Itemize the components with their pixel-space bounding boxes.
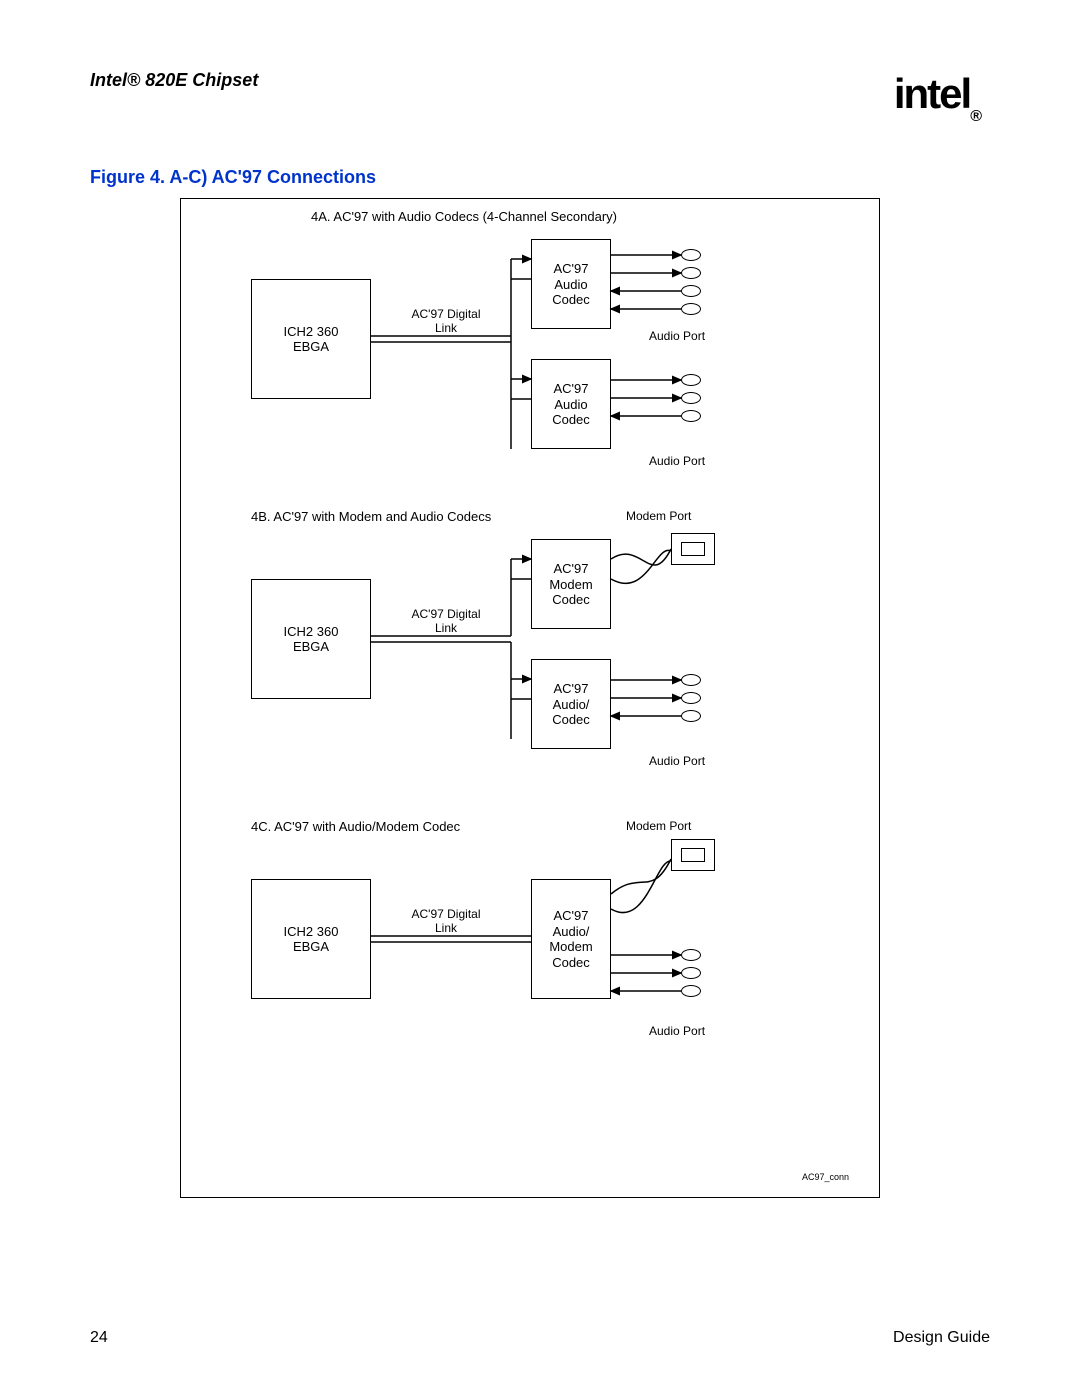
audio-port-label-a1: Audio Port (649, 329, 705, 343)
ich-block-b: ICH2 360 EBGA (251, 579, 371, 699)
audio-port-label-c: Audio Port (649, 1024, 705, 1038)
doc-title: Intel® 820E Chipset (90, 70, 258, 91)
modem-port-icon (671, 533, 715, 565)
section-c-title: 4C. AC'97 with Audio/Modem Codec (251, 819, 460, 834)
audio-port-jack (681, 267, 701, 279)
figure-title: Figure 4. A-C) AC'97 Connections (90, 167, 990, 188)
audio-port-jack (681, 374, 701, 386)
audio-port-label-b: Audio Port (649, 754, 705, 768)
modem-port-label-c: Modem Port (626, 819, 691, 833)
codec-c: AC'97 Audio/ Modem Codec (531, 879, 611, 999)
audio-port-jack (681, 674, 701, 686)
section-b-title: 4B. AC'97 with Modem and Audio Codecs (251, 509, 491, 524)
audio-port-jack (681, 249, 701, 261)
audio-port-jack (681, 392, 701, 404)
audio-port-jack (681, 285, 701, 297)
codec-b2: AC'97 Audio/ Codec (531, 659, 611, 749)
modem-port-icon (671, 839, 715, 871)
audio-port-jack (681, 985, 701, 997)
audio-port-jack (681, 303, 701, 315)
codec-a2: AC'97 Audio Codec (531, 359, 611, 449)
ich-label-a2: EBGA (293, 339, 329, 355)
audio-port-jack (681, 710, 701, 722)
link-label-c: AC'97 Digital Link (401, 907, 491, 935)
section-a-title: 4A. AC'97 with Audio Codecs (4-Channel S… (311, 209, 617, 224)
audio-port-jack (681, 967, 701, 979)
modem-port-label-b: Modem Port (626, 509, 691, 523)
link-label-b: AC'97 Digital Link (401, 607, 491, 635)
audio-port-jack (681, 692, 701, 704)
audio-port-jack (681, 949, 701, 961)
page-number: 24 (90, 1329, 108, 1347)
document-page: Intel® 820E Chipset intel® Figure 4. A-C… (0, 0, 1080, 1397)
footer-right: Design Guide (893, 1329, 990, 1347)
codec-b1: AC'97 Modem Codec (531, 539, 611, 629)
audio-port-jack (681, 410, 701, 422)
header: Intel® 820E Chipset intel® (90, 70, 990, 122)
figure-ref-id: AC97_conn (802, 1172, 849, 1182)
link-label-a: AC'97 Digital Link (401, 307, 491, 335)
audio-port-label-a2: Audio Port (649, 454, 705, 468)
ich-block-a: ICH2 360 EBGA (251, 279, 371, 399)
page-footer: 24 Design Guide (90, 1329, 990, 1347)
ich-block-c: ICH2 360 EBGA (251, 879, 371, 999)
figure-frame: 4A. AC'97 with Audio Codecs (4-Channel S… (180, 198, 880, 1198)
intel-logo: intel® (894, 70, 990, 122)
ich-label-a1: ICH2 360 (284, 324, 339, 340)
codec-a1: AC'97 Audio Codec (531, 239, 611, 329)
